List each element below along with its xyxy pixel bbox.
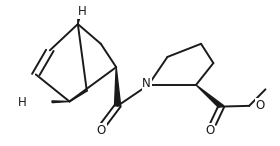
Polygon shape	[115, 67, 121, 106]
Polygon shape	[78, 14, 81, 24]
Text: O: O	[205, 124, 215, 137]
Text: O: O	[255, 99, 265, 112]
Text: N: N	[142, 77, 151, 90]
Polygon shape	[52, 101, 69, 103]
Text: H: H	[77, 5, 86, 19]
Text: H: H	[18, 96, 27, 110]
Text: O: O	[97, 124, 106, 137]
Polygon shape	[196, 85, 224, 107]
